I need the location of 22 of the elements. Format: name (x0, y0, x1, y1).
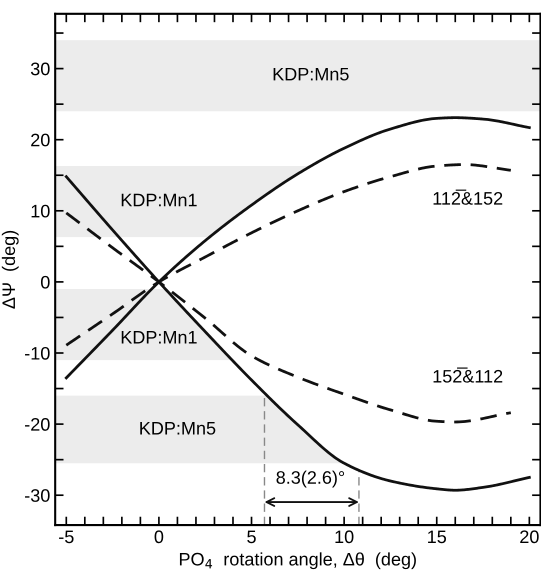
y-tick-label: 30 (30, 62, 50, 76)
x-tick-label: -5 (59, 530, 74, 544)
y-tick-label: 20 (31, 134, 50, 146)
y-axis-title: ΔΨ (deg) (2, 230, 19, 309)
annotation: 112̅&152 (434, 190, 502, 205)
x-tick-label: 20 (520, 530, 539, 544)
band-label: KDP:Mn5 (140, 422, 216, 435)
annotation: 152̅&112 (434, 368, 502, 383)
y-tick-label: -20 (25, 418, 50, 431)
x-tick-label: 0 (154, 530, 164, 544)
x-tick-label: 10 (335, 530, 354, 544)
band-label: KDP:Mn5 (274, 68, 349, 81)
x-tick-label: 5 (247, 530, 256, 544)
y-tick-label: -10 (25, 346, 50, 360)
band-label: KDP:Mn1 (122, 331, 197, 344)
y-tick-label: -30 (25, 489, 50, 502)
x-axis-title: PO$_{4}$ rotation angle, Δθ (deg) (180, 552, 416, 570)
x-tick-label: 15 (428, 530, 446, 544)
band-label: KDP:Mn1 (122, 194, 197, 206)
y-tick-label: 10 (32, 204, 50, 218)
y-tick-label: 0 (40, 276, 50, 289)
annotation: 8.3(2.6)° (276, 470, 344, 488)
